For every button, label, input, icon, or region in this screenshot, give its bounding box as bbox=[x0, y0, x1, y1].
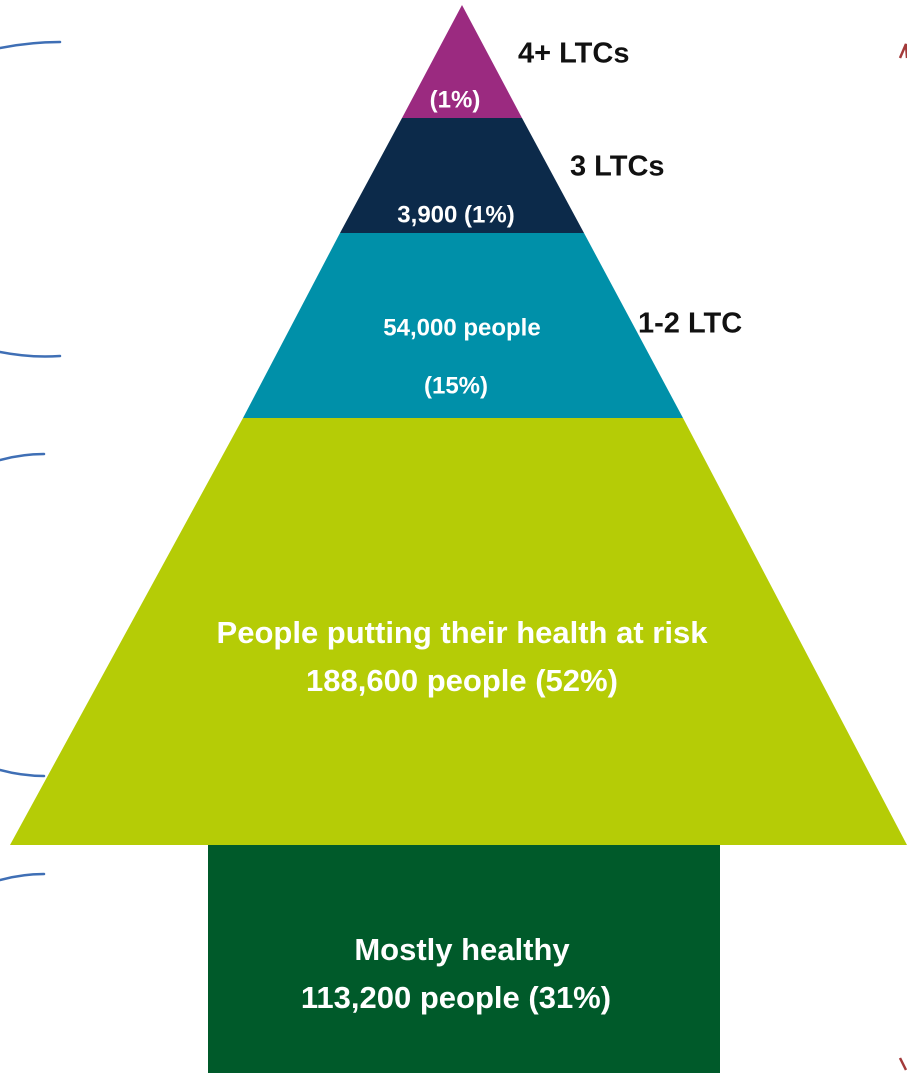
tier-text: (1%) bbox=[430, 86, 481, 113]
tier-text: 3,900 (1%) bbox=[397, 201, 514, 228]
bracket-stroke bbox=[0, 40, 62, 50]
bracket-stroke bbox=[0, 872, 46, 882]
tier-1-2 bbox=[243, 233, 683, 418]
bracket-stroke bbox=[0, 768, 46, 778]
bracket-stroke bbox=[0, 452, 46, 462]
side-label: 4+ LTCs bbox=[518, 38, 629, 70]
tier-3 bbox=[340, 118, 584, 233]
tier-text: 54,000 people bbox=[383, 314, 540, 341]
arrow-head bbox=[898, 1057, 907, 1071]
tier-at-risk bbox=[10, 418, 907, 845]
side-label: 3 LTCs bbox=[570, 151, 665, 183]
tier-4plus bbox=[402, 5, 522, 118]
arrow-head bbox=[898, 43, 907, 59]
tier-text: 113,200 people (31%) bbox=[301, 980, 611, 1015]
tier-text: 188,600 people (52%) bbox=[306, 663, 618, 698]
side-label: 1-2 LTC bbox=[638, 308, 742, 340]
tier-text: (15%) bbox=[424, 372, 488, 399]
tier-healthy bbox=[208, 845, 720, 1073]
tier-text: People putting their health at risk bbox=[217, 615, 709, 650]
bracket-stroke bbox=[0, 350, 62, 358]
tier-text: Mostly healthy bbox=[354, 932, 570, 967]
